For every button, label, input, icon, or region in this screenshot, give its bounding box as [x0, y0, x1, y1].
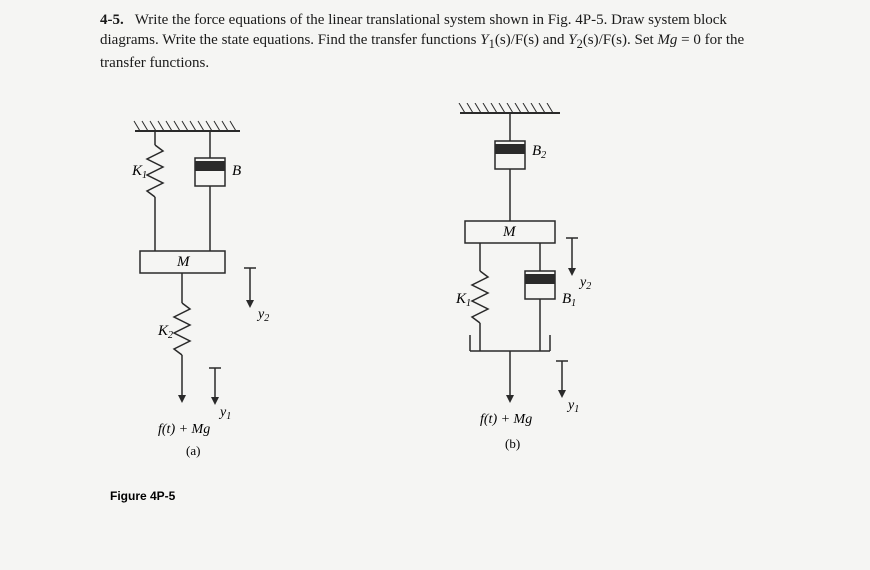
spring-k1-b [472, 271, 488, 351]
y2-label: y2 [256, 307, 269, 324]
y2-label-b: y2 [578, 275, 591, 292]
y1-arrow [209, 368, 221, 405]
figure-b: B2 M y2 K1 [400, 103, 620, 503]
force-label-a: f(t) + Mg [158, 422, 210, 437]
y1-label: y1 [218, 405, 231, 422]
spring-k2 [174, 273, 190, 403]
figure-a-svg: K1 B M y2 [110, 103, 310, 483]
figure-caption: Figure 4P-5 [110, 489, 310, 503]
b1-label: B1 [562, 291, 576, 309]
spring-k1 [147, 131, 163, 251]
y1-label-b: y1 [566, 398, 579, 415]
ground-top-b [459, 103, 560, 113]
ground-top [134, 121, 240, 131]
sub-a: (a) [186, 443, 200, 458]
y2-arrow [244, 268, 256, 308]
b2-label: B2 [532, 143, 546, 161]
k1-label: K1 [131, 163, 147, 181]
figure-a: K1 B M y2 [110, 103, 310, 503]
damper-b2 [495, 113, 525, 221]
problem-number: 4-5. [100, 12, 124, 28]
k2-label: K2 [157, 323, 173, 341]
figures-container: K1 B M y2 [110, 103, 770, 503]
y2-arrow-b [566, 238, 578, 276]
b-label: B [232, 163, 241, 179]
m-label: M [176, 254, 191, 270]
k1-label-b: K1 [455, 291, 471, 309]
y1-arrow-b [556, 361, 568, 398]
force-label-b: f(t) + Mg [480, 412, 532, 427]
sub-b: (b) [505, 436, 520, 451]
problem-statement: 4-5. Write the force equations of the li… [100, 10, 770, 73]
figure-b-svg: B2 M y2 K1 [400, 103, 620, 483]
damper-b [195, 131, 225, 251]
m-label-b: M [502, 224, 517, 240]
